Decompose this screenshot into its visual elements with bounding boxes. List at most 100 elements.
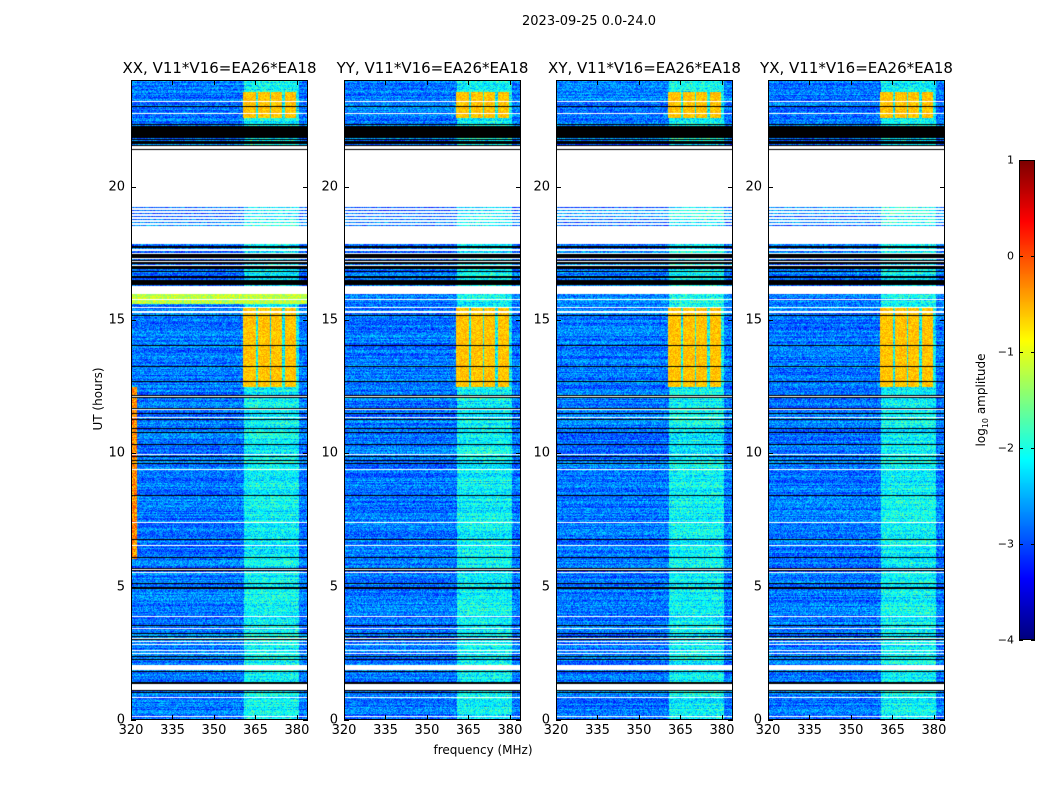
x-tick-mark bbox=[721, 80, 723, 85]
colorbar bbox=[1019, 160, 1035, 640]
x-tick-mark bbox=[131, 80, 132, 85]
x-tick-mark bbox=[680, 715, 682, 720]
x-tick-mark bbox=[344, 715, 345, 720]
colorbar-tick-label: −2 bbox=[997, 441, 1014, 455]
x-tick-label: 335 bbox=[585, 723, 610, 738]
x-tick-mark bbox=[213, 80, 215, 85]
figure-title: 2023-09-25 0.0-24.0 bbox=[522, 14, 656, 29]
y-tick-mark bbox=[768, 186, 773, 188]
x-tick-label: 380 bbox=[921, 723, 947, 738]
x-tick-mark bbox=[721, 715, 723, 720]
x-tick-mark bbox=[468, 80, 470, 85]
y-tick-mark bbox=[768, 720, 773, 721]
y-tick-mark bbox=[131, 186, 136, 188]
y-tick-label: 20 bbox=[745, 179, 762, 195]
colorbar-tick-label: −1 bbox=[997, 345, 1014, 359]
x-tick-mark bbox=[809, 715, 811, 720]
y-tick-mark bbox=[768, 453, 773, 455]
x-tick-label: 365 bbox=[243, 723, 268, 738]
x-tick-label: 365 bbox=[456, 723, 481, 738]
colorbar-tick-mark bbox=[1019, 640, 1023, 641]
y-tick-label: 10 bbox=[108, 445, 125, 461]
y-tick-label: 5 bbox=[116, 579, 125, 595]
heatmap-image bbox=[132, 81, 307, 719]
y-tick-mark bbox=[303, 586, 308, 588]
x-tick-mark bbox=[344, 80, 345, 85]
colorbar-label-main: log bbox=[973, 428, 988, 447]
heatmap-image bbox=[557, 81, 732, 719]
x-tick-mark bbox=[850, 715, 852, 720]
x-tick-label: 380 bbox=[709, 723, 735, 738]
y-tick-label: 15 bbox=[321, 312, 338, 328]
x-tick-mark bbox=[892, 715, 894, 720]
x-tick-mark bbox=[809, 80, 811, 85]
x-tick-mark bbox=[131, 715, 132, 720]
x-tick-mark bbox=[556, 80, 557, 85]
x-tick-mark bbox=[172, 80, 174, 85]
colorbar-tick-mark bbox=[1019, 352, 1023, 353]
x-tick-mark bbox=[255, 80, 257, 85]
heatmap-image bbox=[345, 81, 520, 719]
y-tick-mark bbox=[131, 720, 136, 721]
y-tick-mark bbox=[728, 453, 733, 455]
x-tick-mark bbox=[850, 80, 852, 85]
x-tick-label: 335 bbox=[797, 723, 822, 738]
colorbar-tick-mark bbox=[1019, 448, 1023, 449]
colorbar-tick-mark bbox=[1031, 544, 1035, 545]
y-tick-label: 5 bbox=[329, 579, 338, 595]
x-tick-mark bbox=[213, 715, 215, 720]
x-tick-mark bbox=[680, 80, 682, 85]
x-tick-label: 335 bbox=[160, 723, 185, 738]
y-tick-mark bbox=[516, 453, 521, 455]
x-tick-label: 350 bbox=[414, 723, 440, 738]
colorbar-tick-mark bbox=[1031, 160, 1035, 161]
x-tick-mark bbox=[638, 715, 640, 720]
y-tick-mark bbox=[344, 186, 349, 188]
panel-title: XY, V11*V16=EA26*EA18 bbox=[548, 59, 741, 77]
x-tick-label: 320 bbox=[755, 723, 781, 738]
x-tick-label: 320 bbox=[543, 723, 569, 738]
y-tick-mark bbox=[516, 586, 521, 588]
spectrogram-heatmap bbox=[768, 80, 945, 720]
x-tick-label: 380 bbox=[284, 723, 310, 738]
colorbar-tick-mark bbox=[1031, 352, 1035, 353]
x-tick-label: 320 bbox=[118, 723, 144, 738]
y-tick-mark bbox=[131, 453, 136, 455]
spectrogram-heatmap bbox=[344, 80, 521, 720]
x-tick-label: 350 bbox=[201, 723, 227, 738]
colorbar-tick-mark bbox=[1031, 448, 1035, 449]
y-tick-mark bbox=[344, 586, 349, 588]
y-tick-mark bbox=[516, 186, 521, 188]
x-tick-mark bbox=[426, 715, 428, 720]
x-tick-mark bbox=[509, 715, 511, 720]
x-tick-mark bbox=[255, 715, 257, 720]
x-tick-mark bbox=[509, 80, 511, 85]
x-tick-label: 350 bbox=[626, 723, 652, 738]
y-tick-label: 15 bbox=[533, 312, 550, 328]
y-tick-mark bbox=[556, 586, 561, 588]
y-tick-mark bbox=[940, 720, 945, 721]
x-tick-mark bbox=[385, 80, 387, 85]
y-tick-label: 15 bbox=[108, 312, 125, 328]
y-tick-label: 0 bbox=[329, 712, 338, 728]
y-tick-mark bbox=[728, 320, 733, 321]
y-tick-mark bbox=[303, 720, 308, 721]
y-tick-mark bbox=[940, 586, 945, 588]
x-tick-mark bbox=[933, 715, 935, 720]
colorbar-tick-label: −3 bbox=[997, 537, 1014, 551]
x-tick-label: 365 bbox=[668, 723, 693, 738]
y-tick-mark bbox=[940, 186, 945, 188]
y-tick-label: 0 bbox=[753, 712, 762, 728]
x-tick-mark bbox=[385, 715, 387, 720]
y-tick-label: 10 bbox=[321, 445, 338, 461]
y-tick-label: 0 bbox=[116, 712, 125, 728]
y-tick-label: 10 bbox=[745, 445, 762, 461]
y-tick-mark bbox=[131, 586, 136, 588]
y-tick-mark bbox=[344, 453, 349, 455]
y-tick-mark bbox=[728, 720, 733, 721]
y-tick-mark bbox=[556, 720, 561, 721]
y-axis-label: UT (hours) bbox=[91, 367, 105, 431]
y-tick-label: 20 bbox=[321, 179, 338, 195]
x-tick-mark bbox=[426, 80, 428, 85]
y-tick-label: 20 bbox=[533, 179, 550, 195]
